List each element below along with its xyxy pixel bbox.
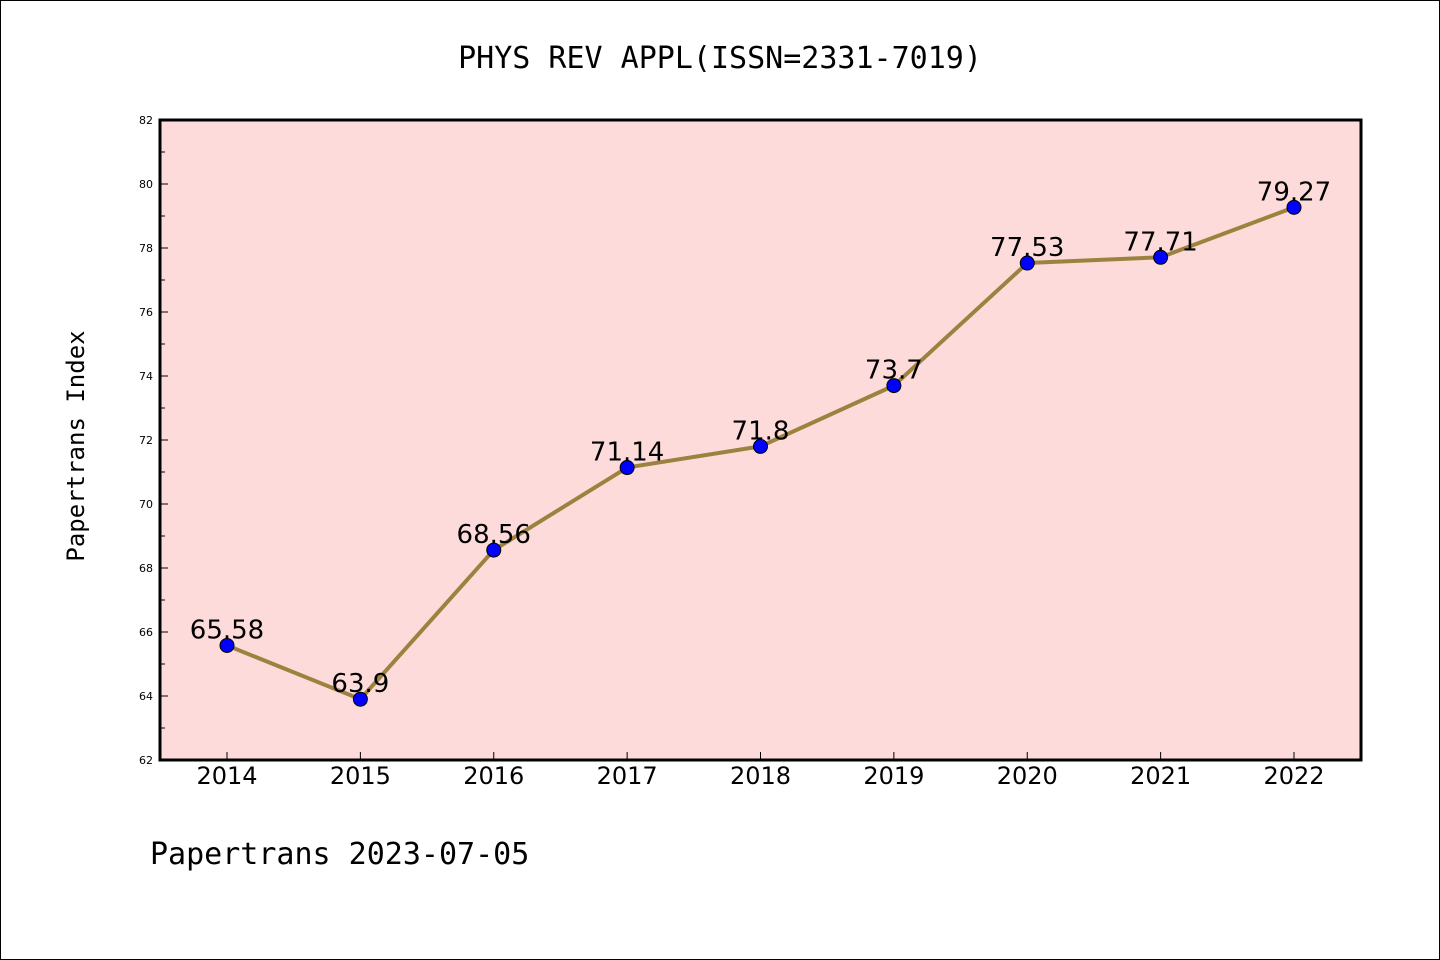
data-point-marker: [753, 438, 768, 454]
data-value-label: 65.58: [190, 615, 264, 645]
y-tick-label: 64: [139, 690, 153, 703]
series-line-group: 65.58 63.9 68.56 71.14 71.8 73.7 77.53 77.71 79.…: [190, 177, 1331, 707]
data-point-marker: [1153, 249, 1169, 265]
data-point-marker: [619, 460, 635, 476]
y-axis-ticks: 62 64 66 68 70 72 74 76 78 80 82: [139, 114, 168, 767]
data-value-label: 73.7: [865, 356, 923, 386]
y-tick-label: 70: [139, 498, 153, 511]
y-tick-label: 78: [139, 242, 153, 255]
y-tick-label: 68: [139, 562, 153, 575]
x-tick-label: 2022: [1263, 762, 1324, 790]
data-point-marker: [486, 542, 502, 558]
y-tick-label: 76: [139, 306, 153, 319]
y-tick-label: 80: [139, 178, 153, 191]
x-tick-label: 2015: [330, 762, 391, 790]
chart-title: PHYS REV APPL(ISSN=2331-7019): [458, 41, 982, 76]
data-point-marker: [219, 637, 235, 653]
data-value-label: 71.8: [732, 416, 790, 446]
data-value-label: 77.71: [1123, 227, 1197, 257]
data-point-marker: [1286, 199, 1302, 215]
y-tick-label: 62: [139, 754, 153, 767]
x-axis-ticks: 2014 2015 2016 2017 2018 2019 2020 2021 2022: [196, 752, 1325, 790]
footer-source-date: Papertrans 2023-07-05: [150, 837, 529, 872]
data-value-label: 68.56: [457, 520, 531, 550]
data-value-label: 79.27: [1257, 177, 1331, 207]
x-tick-label: 2017: [597, 762, 658, 790]
data-value-label: 63.9: [331, 669, 389, 699]
data-value-label: 71.14: [590, 438, 664, 468]
y-tick-label: 82: [139, 114, 153, 127]
data-point-marker: [352, 691, 368, 707]
x-tick-label: 2016: [463, 762, 524, 790]
y-axis-label: Papertrans Index: [62, 330, 90, 561]
x-tick-label: 2014: [196, 762, 257, 790]
data-value-label: 77.53: [990, 233, 1064, 263]
y-tick-label: 66: [139, 626, 153, 639]
x-tick-label: 2019: [863, 762, 924, 790]
x-tick-label: 2021: [1130, 762, 1191, 790]
data-point-marker: [1019, 255, 1035, 271]
x-tick-label: 2018: [730, 762, 791, 790]
y-tick-label: 72: [139, 434, 153, 447]
x-tick-label: 2020: [997, 762, 1058, 790]
y-tick-label: 74: [139, 370, 153, 383]
data-point-marker: [886, 378, 902, 394]
